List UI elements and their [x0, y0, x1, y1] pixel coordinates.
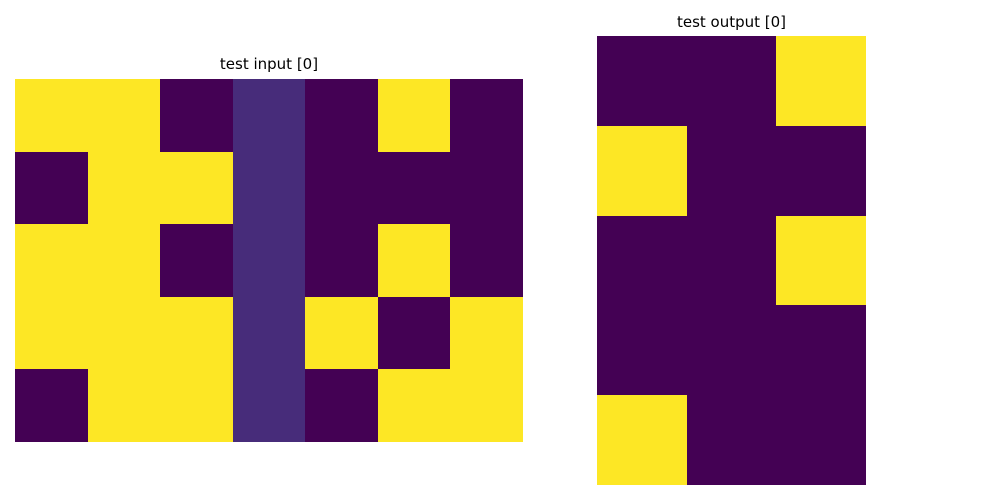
grid-cell [160, 224, 233, 297]
grid-cell [305, 296, 378, 370]
grid-cell [160, 369, 233, 442]
grid-cell [15, 224, 88, 297]
grid-cell [87, 79, 161, 152]
grid-cell [597, 125, 687, 216]
output-grid [597, 36, 866, 485]
grid-cell [87, 369, 161, 442]
grid-cell [232, 79, 306, 152]
grid-cell [450, 151, 523, 225]
output-panel-title: test output [0] [676, 13, 787, 31]
grid-cell [87, 151, 161, 225]
grid-cell [232, 296, 306, 370]
grid-cell [305, 224, 378, 297]
grid-cell [686, 305, 777, 396]
grid-cell [776, 36, 866, 126]
grid-cell [377, 369, 451, 442]
grid-cell [597, 36, 687, 126]
grid-cell [305, 79, 378, 152]
grid-cell [377, 151, 451, 225]
grid-cell [15, 151, 88, 225]
grid-cell [450, 369, 523, 442]
grid-cell [776, 125, 866, 216]
grid-cell [686, 125, 777, 216]
grid-cell [377, 79, 451, 152]
grid-cell [15, 369, 88, 442]
input-panel-title: test input [0] [219, 55, 319, 73]
grid-cell [15, 296, 88, 370]
grid-cell [450, 296, 523, 370]
grid-cell [87, 296, 161, 370]
grid-cell [450, 79, 523, 152]
grid-cell [377, 224, 451, 297]
input-grid [15, 79, 523, 442]
grid-cell [776, 305, 866, 396]
grid-cell [597, 305, 687, 396]
grid-cell [160, 296, 233, 370]
grid-cell [597, 215, 687, 306]
grid-cell [87, 224, 161, 297]
grid-cell [160, 151, 233, 225]
grid-cell [232, 224, 306, 297]
grid-cell [15, 79, 88, 152]
grid-cell [232, 151, 306, 225]
grid-cell [377, 296, 451, 370]
grid-cell [305, 151, 378, 225]
grid-cell [776, 215, 866, 306]
grid-cell [686, 395, 777, 485]
grid-cell [686, 36, 777, 126]
grid-cell [686, 215, 777, 306]
grid-cell [776, 395, 866, 485]
grid-cell [305, 369, 378, 442]
grid-cell [160, 79, 233, 152]
grid-cell [450, 224, 523, 297]
grid-cell [597, 395, 687, 485]
grid-cell [232, 369, 306, 442]
